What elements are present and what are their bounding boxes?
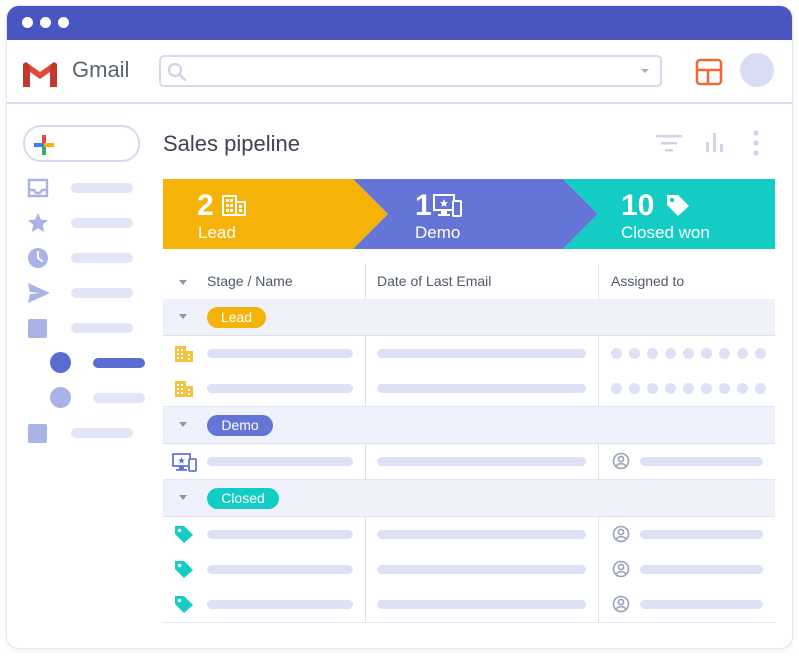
- group-pill-demo: Demo: [207, 415, 273, 436]
- window-dot: [40, 17, 51, 28]
- table-row[interactable]: [163, 552, 775, 588]
- sidebar-item-label: [71, 428, 133, 438]
- stage-closed-bg: [563, 179, 775, 249]
- assignee-placeholder: [640, 457, 763, 466]
- column-header-assigned[interactable]: Assigned to: [611, 273, 685, 289]
- tag-icon: [667, 195, 689, 216]
- app-window: Gmail: [7, 6, 792, 648]
- table-header: Stage / Name Date of Last Email Assigned…: [163, 264, 775, 300]
- group-pill-lead: Lead: [207, 307, 266, 328]
- stage-banner: 2 Lead 1 Demo 10 Closed won: [163, 179, 775, 249]
- user-icon: [612, 525, 630, 543]
- more-vert-icon[interactable]: [752, 130, 760, 156]
- table-row[interactable]: [163, 336, 775, 372]
- group-pill-closed: Closed: [207, 488, 279, 509]
- stage-lead-count[interactable]: 2: [197, 189, 214, 222]
- date-placeholder: [377, 600, 586, 609]
- assignee-placeholder: [640, 565, 763, 574]
- folder-icon[interactable]: [28, 424, 47, 443]
- window-dot: [58, 17, 69, 28]
- circle-icon[interactable]: [50, 352, 71, 373]
- stage-banner-shapes: [163, 179, 775, 249]
- group-row-lead[interactable]: Lead: [163, 299, 775, 336]
- date-placeholder: [377, 530, 586, 539]
- name-placeholder: [207, 530, 353, 539]
- window-dot: [22, 17, 33, 28]
- group-row-demo[interactable]: Demo: [163, 407, 775, 444]
- building-icon: [175, 346, 193, 362]
- window-titlebar: [7, 6, 792, 40]
- layout-icon[interactable]: [695, 58, 723, 86]
- sidebar-item-label: [71, 183, 133, 193]
- star-icon[interactable]: [27, 212, 49, 234]
- chevron-down-icon[interactable]: [640, 68, 650, 74]
- assignee-placeholder: [640, 530, 763, 539]
- building-icon: [222, 195, 246, 216]
- stage-lead-bg: [163, 179, 388, 249]
- table-row[interactable]: [163, 587, 775, 623]
- table-row[interactable]: [163, 444, 775, 480]
- table-row[interactable]: [163, 371, 775, 407]
- name-placeholder: [207, 600, 353, 609]
- monitor-icon: [172, 453, 197, 472]
- circle-icon[interactable]: [50, 387, 71, 408]
- app-header: Gmail: [7, 40, 792, 104]
- date-placeholder: [377, 384, 586, 393]
- stage-demo-count[interactable]: 1: [415, 189, 432, 222]
- chevron-down-icon[interactable]: [178, 314, 188, 320]
- app-name: Gmail: [72, 57, 130, 82]
- stage-closed-count[interactable]: 10: [621, 189, 655, 222]
- stage-lead-label[interactable]: Lead: [198, 223, 236, 242]
- name-placeholder: [207, 384, 353, 393]
- user-icon: [612, 595, 630, 613]
- sidebar-item-label: [71, 288, 133, 298]
- folder-icon[interactable]: [28, 319, 47, 338]
- chevron-down-icon[interactable]: [178, 422, 188, 428]
- stage-demo-label[interactable]: Demo: [415, 223, 461, 242]
- monitor-icon: [433, 194, 462, 217]
- compose-button[interactable]: [23, 125, 140, 162]
- chart-icon[interactable]: [704, 130, 728, 154]
- page-title: Sales pipeline: [163, 131, 300, 156]
- stage-closed-label[interactable]: Closed won: [621, 223, 710, 242]
- stage-demo-bg: [353, 179, 598, 249]
- clock-icon[interactable]: [27, 247, 49, 269]
- column-header-date[interactable]: Date of Last Email: [377, 273, 492, 289]
- plus-icon: [34, 135, 54, 155]
- search-icon: [167, 62, 187, 82]
- send-icon[interactable]: [27, 282, 51, 304]
- name-placeholder: [207, 457, 353, 466]
- name-placeholder: [207, 565, 353, 574]
- group-row-closed[interactable]: Closed: [163, 480, 775, 517]
- tag-icon: [175, 596, 193, 613]
- filter-icon[interactable]: [655, 132, 683, 154]
- sidebar-item-label-active: [93, 358, 145, 368]
- date-placeholder: [377, 565, 586, 574]
- name-placeholder: [207, 349, 353, 358]
- assignee-placeholder: [640, 600, 763, 609]
- date-placeholder: [377, 349, 586, 358]
- building-icon: [175, 381, 193, 397]
- sidebar-item-label: [93, 393, 145, 403]
- user-icon: [612, 452, 630, 470]
- sidebar-item-label: [71, 253, 133, 263]
- avatar[interactable]: [740, 53, 774, 87]
- sidebar-item-label: [71, 323, 133, 333]
- chevron-down-icon[interactable]: [178, 495, 188, 501]
- inbox-icon[interactable]: [27, 178, 49, 198]
- search-input[interactable]: [159, 55, 662, 87]
- sidebar-item-label: [71, 218, 133, 228]
- table-row[interactable]: [163, 517, 775, 553]
- gmail-logo-icon: [23, 62, 57, 87]
- column-header-stage[interactable]: Stage / Name: [207, 273, 293, 289]
- chevron-down-icon[interactable]: [178, 280, 188, 286]
- date-placeholder: [377, 457, 586, 466]
- tag-icon: [175, 526, 193, 543]
- user-icon: [612, 560, 630, 578]
- tag-icon: [175, 561, 193, 578]
